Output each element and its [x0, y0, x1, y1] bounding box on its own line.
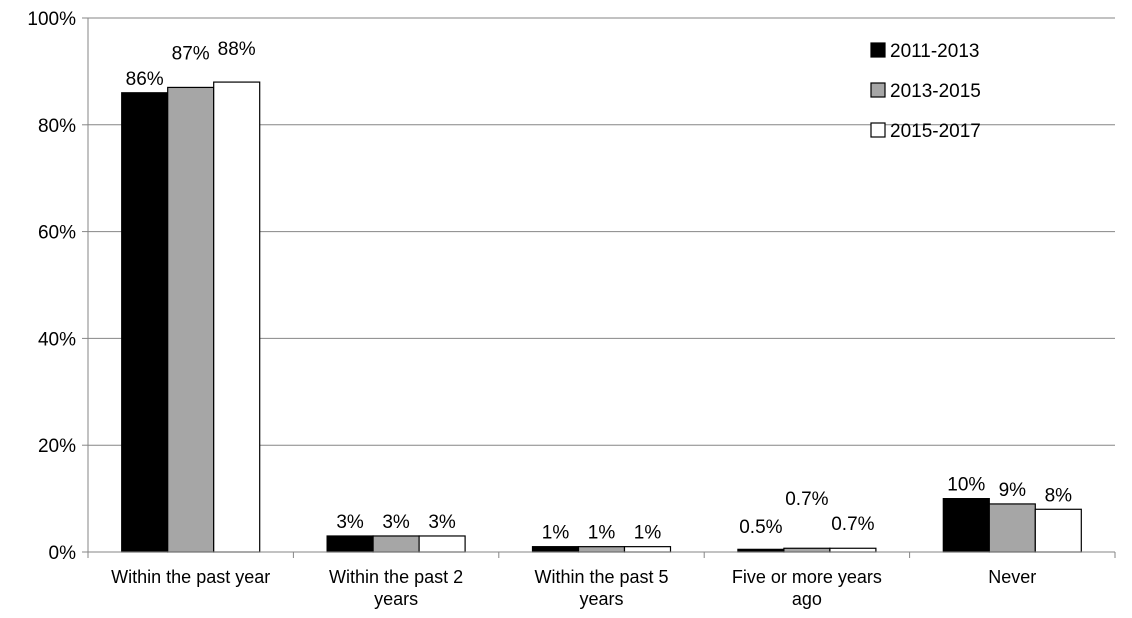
bar — [213, 81, 261, 553]
bar — [988, 503, 1036, 553]
bar — [1034, 508, 1082, 553]
x-tick-label: ago — [792, 589, 822, 609]
data-label: 1% — [542, 523, 570, 544]
legend-swatch — [870, 122, 886, 138]
data-labels: 86%87% 88%3% 3% 3%1% 1% 1% 0.5%0.7%0.7%10% 9% 8% — [126, 39, 1072, 544]
y-tick-label: 0% — [49, 543, 77, 564]
x-tick-labels: Within the past year Within the past 2yea… — [111, 567, 1036, 609]
bar — [577, 546, 626, 553]
bar — [829, 547, 877, 553]
y-tick-label: 60% — [38, 223, 76, 244]
bar — [121, 92, 169, 553]
bar — [942, 498, 990, 553]
legend: 2011-2013 2013-2015 2015-2017 — [870, 41, 981, 142]
data-label: 87% — [172, 43, 210, 64]
y-tick-labels: 0% 20% 40% 60% 80% 100% — [27, 9, 76, 564]
y-tick-label: 80% — [38, 116, 76, 137]
bar — [326, 535, 374, 553]
bar — [167, 86, 215, 553]
data-label: 10% — [947, 475, 985, 496]
data-label: 1% — [634, 523, 662, 544]
y-tick-label: 20% — [38, 436, 76, 457]
legend-label: 2013-2015 — [890, 81, 981, 102]
bar — [783, 547, 831, 553]
data-label: 3% — [428, 512, 456, 533]
y-tick-label: 100% — [27, 9, 76, 30]
x-tick-label: years — [579, 589, 623, 609]
data-label: 9% — [999, 480, 1027, 501]
data-label: 86% — [126, 69, 164, 90]
data-label: 3% — [382, 512, 410, 533]
x-tick-label: years — [374, 589, 418, 609]
data-label: 3% — [336, 512, 364, 533]
data-label: 0.5% — [739, 517, 782, 538]
legend-label: 2011-2013 — [890, 41, 979, 62]
x-tick-label: Within the past 2 — [329, 567, 463, 587]
bars — [121, 81, 1082, 553]
legend-swatch — [870, 82, 886, 98]
x-tick-label: Never — [988, 567, 1036, 587]
legend-swatch — [870, 42, 886, 58]
bar — [418, 535, 466, 553]
data-label: 8% — [1045, 485, 1073, 506]
data-label: 0.7% — [831, 514, 874, 535]
bar — [531, 546, 580, 553]
data-label: 0.7% — [785, 489, 828, 510]
bar — [372, 535, 420, 553]
x-tick-label: Five or more years — [732, 567, 882, 587]
x-tick-label: Within the past 5 — [534, 567, 668, 587]
data-label: 88% — [218, 39, 256, 60]
axes — [82, 17, 1116, 558]
x-tick-label: Within the past year — [111, 567, 270, 587]
data-label: 1% — [588, 523, 616, 544]
legend-label: 2015-2017 — [890, 121, 981, 142]
bar — [623, 546, 672, 553]
y-tick-label: 40% — [38, 329, 76, 350]
